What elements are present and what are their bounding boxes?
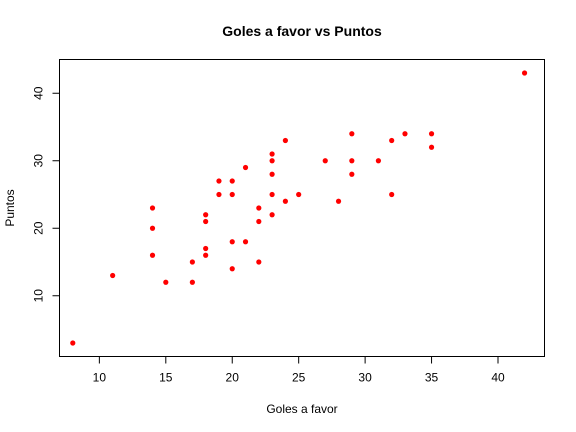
data-point xyxy=(216,191,222,198)
y-axis-label: Puntos xyxy=(3,189,17,226)
data-points xyxy=(70,70,528,346)
data-point xyxy=(149,252,156,258)
data-point xyxy=(229,266,235,272)
x-tick-label: 35 xyxy=(425,371,439,385)
data-point xyxy=(282,137,288,144)
data-point xyxy=(282,198,288,204)
data-point xyxy=(149,225,156,231)
data-point xyxy=(349,158,355,164)
data-point xyxy=(269,212,275,218)
data-point xyxy=(203,245,209,252)
data-point xyxy=(389,191,395,198)
x-tick-label: 15 xyxy=(159,371,173,385)
y-tick-label: 20 xyxy=(32,221,46,235)
y-tick-label: 10 xyxy=(32,289,46,303)
data-point xyxy=(256,205,262,211)
x-tick-label: 10 xyxy=(93,371,107,385)
data-point xyxy=(242,239,249,245)
data-point xyxy=(229,178,235,184)
data-point xyxy=(110,272,116,279)
data-point xyxy=(521,70,528,76)
x-axis: 10 15 20 25 30 35 40 xyxy=(93,356,505,385)
data-point xyxy=(229,191,235,198)
x-tick-label: 30 xyxy=(358,371,372,385)
data-point xyxy=(229,239,235,245)
data-point xyxy=(216,178,222,184)
data-point xyxy=(349,171,355,177)
data-point xyxy=(256,259,262,265)
data-point xyxy=(163,279,169,285)
data-point xyxy=(322,158,328,164)
data-point xyxy=(242,164,249,171)
x-tick-label: 40 xyxy=(491,371,505,385)
x-axis-label: Goles a favor xyxy=(266,402,337,416)
data-point xyxy=(189,259,195,265)
data-point xyxy=(428,144,435,150)
data-point xyxy=(203,212,209,218)
data-point xyxy=(269,158,275,164)
data-point xyxy=(70,340,76,346)
data-point xyxy=(149,205,156,211)
chart-title: Goles a favor vs Puntos xyxy=(222,23,382,39)
data-point xyxy=(428,131,435,137)
data-point xyxy=(203,252,209,258)
data-point xyxy=(269,191,275,198)
data-point xyxy=(402,131,408,137)
y-axis: 10 20 30 40 xyxy=(32,86,60,302)
data-point xyxy=(256,218,262,225)
x-tick-label: 20 xyxy=(226,371,240,385)
data-point xyxy=(349,131,355,137)
data-point xyxy=(375,158,382,164)
y-tick-label: 30 xyxy=(32,154,46,168)
data-point xyxy=(389,137,395,144)
data-point xyxy=(189,279,195,285)
x-tick-label: 25 xyxy=(292,371,306,385)
data-point xyxy=(203,218,209,225)
data-point xyxy=(296,191,302,198)
data-point xyxy=(269,151,275,157)
plot-area-border xyxy=(59,59,545,357)
data-point xyxy=(335,198,342,204)
data-point xyxy=(269,171,275,177)
y-tick-label: 40 xyxy=(32,86,46,100)
